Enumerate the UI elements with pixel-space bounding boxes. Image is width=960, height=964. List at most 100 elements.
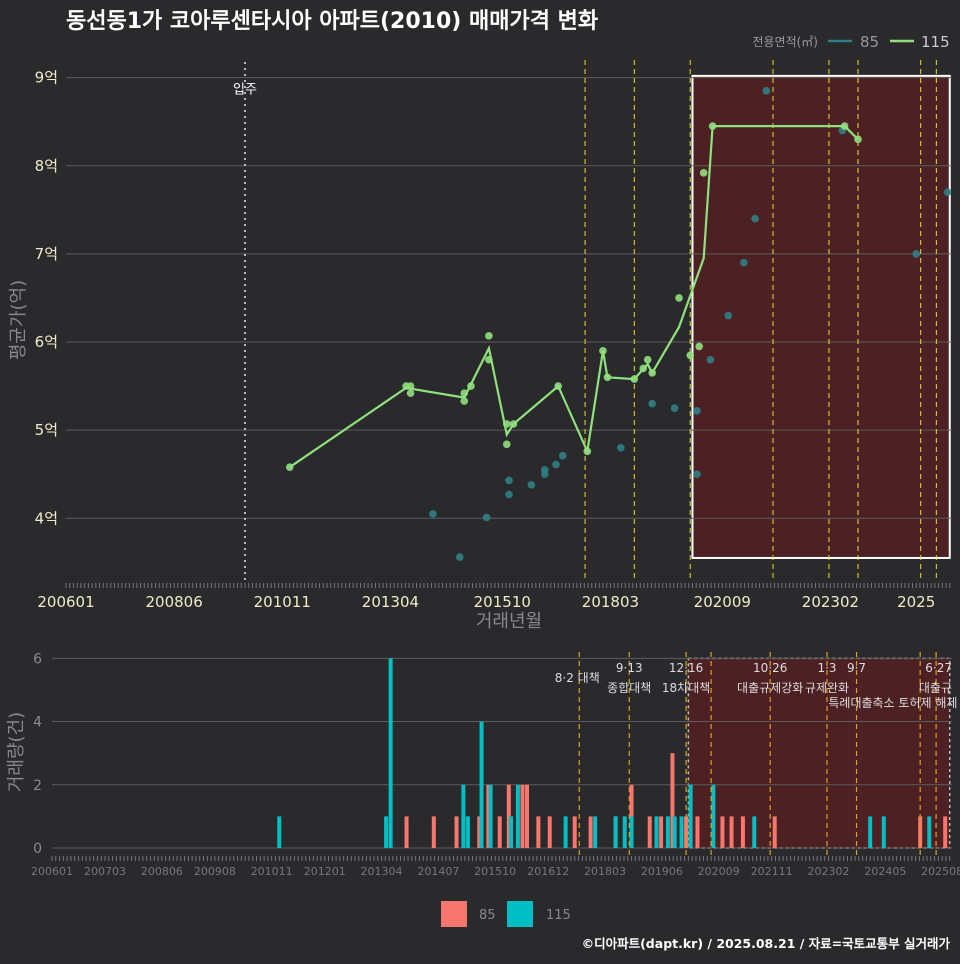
legend-label-115: 115 [546,908,571,923]
bar-115 [679,816,684,848]
y-tick-label: 5억 [35,421,58,439]
point-115 [648,369,656,377]
point-115 [502,440,511,449]
policy-date: 1·3 [817,661,836,675]
x-tick-label: 200806 [146,593,203,611]
y-tick-label: 2 [33,778,42,794]
bar-85 [431,816,436,848]
bar-85 [695,816,700,848]
bar-85 [720,816,725,848]
point-115 [708,122,717,130]
bar-115 [927,816,932,848]
y-axis-title: 거래량(건) [6,712,27,792]
point-85 [455,553,464,561]
bar-115 [688,784,693,848]
x-tick-label: 201510 [474,593,531,611]
point-115 [643,355,652,364]
bar-85 [572,816,577,848]
x-tick-label: 200703 [84,865,126,878]
x-tick-label: 201011 [251,865,293,878]
bar-115 [613,816,618,848]
bar-115 [868,816,873,848]
policy-text: 종합대책 [607,680,651,695]
x-tick-label: 202302 [802,593,859,611]
y-tick-label: 6억 [35,333,58,351]
policy-text: 대출규제강화 [737,681,803,695]
point-85 [706,355,715,364]
y-tick-label: 6 [33,651,42,667]
volume-chart: 0 2 4 6 200601 200703 200806 200908 201011 201201… [6,651,960,927]
x-tick-label: 201803 [582,593,639,611]
point-85 [552,460,560,469]
chart-title: 동선동1가 코아루센타시아 아파트(2010) 매매가격 변화 [66,9,598,34]
point-85 [429,510,437,518]
bar-115 [509,816,514,848]
point-85 [540,466,549,474]
footer-credit: ©디아파트(dapt.kr) / 2025.08.21 / 자료=국토교통부 실… [582,936,951,951]
bar-85 [740,816,745,848]
x-tick-label: 202009 [698,865,740,878]
x-tick-label: 201803 [584,865,626,878]
point-85 [527,481,536,489]
x-tick-label: 201407 [417,865,459,878]
point-115 [686,351,695,360]
y-axis-title: 평균가(억) [8,280,29,360]
bar-85 [729,816,734,848]
point-115 [675,294,683,302]
point-85 [558,451,567,460]
bar-85 [659,816,664,848]
bar-115 [752,816,757,848]
x-tick-label: 2025 [897,593,935,611]
y-tick-label: 7억 [35,245,58,263]
y-tick-label: 8억 [35,157,58,175]
policy-date: 12·16 [669,661,703,675]
x-tick-label: 201906 [641,865,683,878]
point-115 [695,342,703,351]
bar-115 [488,784,493,848]
bar-115 [515,784,520,848]
x-axis-title: 거래년월 [476,611,542,632]
point-85 [505,490,513,499]
bar-115 [384,816,389,848]
bar-115 [654,816,659,848]
bar-85 [670,753,675,848]
bar-85 [943,816,948,848]
point-115 [485,332,493,340]
x-tick-label: 200601 [37,593,94,611]
bar-115 [465,816,470,848]
point-85 [724,311,733,320]
x-tick-label: 201304 [361,865,403,878]
bar-115 [277,816,282,848]
bar-115 [593,816,598,848]
x-tick-label: 201011 [254,593,311,611]
point-115 [502,420,511,428]
bar-115 [388,658,393,848]
x-tick-label: 201612 [527,865,569,878]
bar-85 [520,784,525,848]
point-115 [699,169,708,177]
x-tick-label: 201304 [362,593,419,611]
x-tick-label: 201510 [474,865,516,878]
point-85 [505,476,513,485]
move-in-label: 입주 [233,82,257,97]
legend-label-85: 85 [860,33,879,51]
policy-text: 18차대책 [662,680,710,695]
policy-text: 8·2 대책 [555,670,600,685]
point-85 [482,513,491,522]
point-85 [617,443,625,452]
bar-115 [629,816,634,848]
policy-date: 9·13 [616,661,643,675]
point-85 [943,188,952,197]
point-115 [554,382,563,390]
bar-115 [711,784,716,848]
x-tick-label: 202508 [921,865,960,878]
policy-date: 9·7 [847,661,866,675]
legend-label-85: 85 [479,908,496,923]
point-85 [648,399,656,408]
y-tick-label: 4억 [35,509,58,527]
bar-115 [881,816,886,848]
bar-85 [486,784,491,848]
policy-date: 6·27 [925,661,952,675]
point-115 [485,355,493,364]
